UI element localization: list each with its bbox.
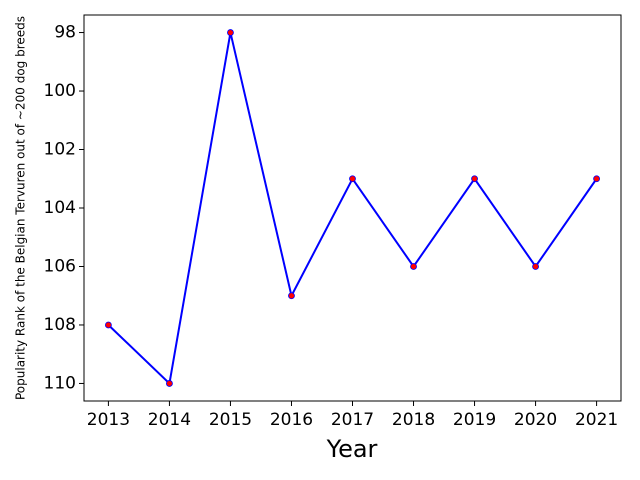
- x-tick-label: 2014: [148, 410, 191, 430]
- y-tick-label: 98: [54, 23, 76, 43]
- x-tick-label: 2020: [514, 410, 557, 430]
- x-tick-label: 2018: [392, 410, 435, 430]
- line: [107, 32, 598, 386]
- y-axis-label: Popularity Rank of the Belgian Tervuren …: [14, 16, 28, 400]
- y-tick-label: 100: [44, 81, 76, 101]
- x-tick-label: 2015: [209, 410, 252, 430]
- y-tick-label: 104: [44, 198, 76, 218]
- x-tick-label: 2019: [453, 410, 496, 430]
- point: [532, 263, 539, 270]
- x-tick-label: 2017: [331, 410, 374, 430]
- x-tick-label: 2016: [270, 410, 313, 430]
- x-tick-label: 2021: [575, 410, 618, 430]
- x-tick-label: 2013: [87, 410, 130, 430]
- y-tick-label: 106: [44, 256, 76, 276]
- y-tick-label: 102: [44, 140, 76, 160]
- plot-frame: [83, 14, 622, 402]
- point: [349, 175, 356, 183]
- x-axis-label: Year: [326, 435, 378, 463]
- y-tick-label: 108: [44, 315, 76, 335]
- point: [166, 380, 173, 387]
- point: [593, 175, 600, 183]
- point: [227, 29, 234, 36]
- point: [410, 263, 417, 270]
- point: [288, 292, 295, 300]
- point: [471, 175, 478, 183]
- point: [105, 321, 112, 329]
- y-tick-label: 110: [44, 373, 76, 393]
